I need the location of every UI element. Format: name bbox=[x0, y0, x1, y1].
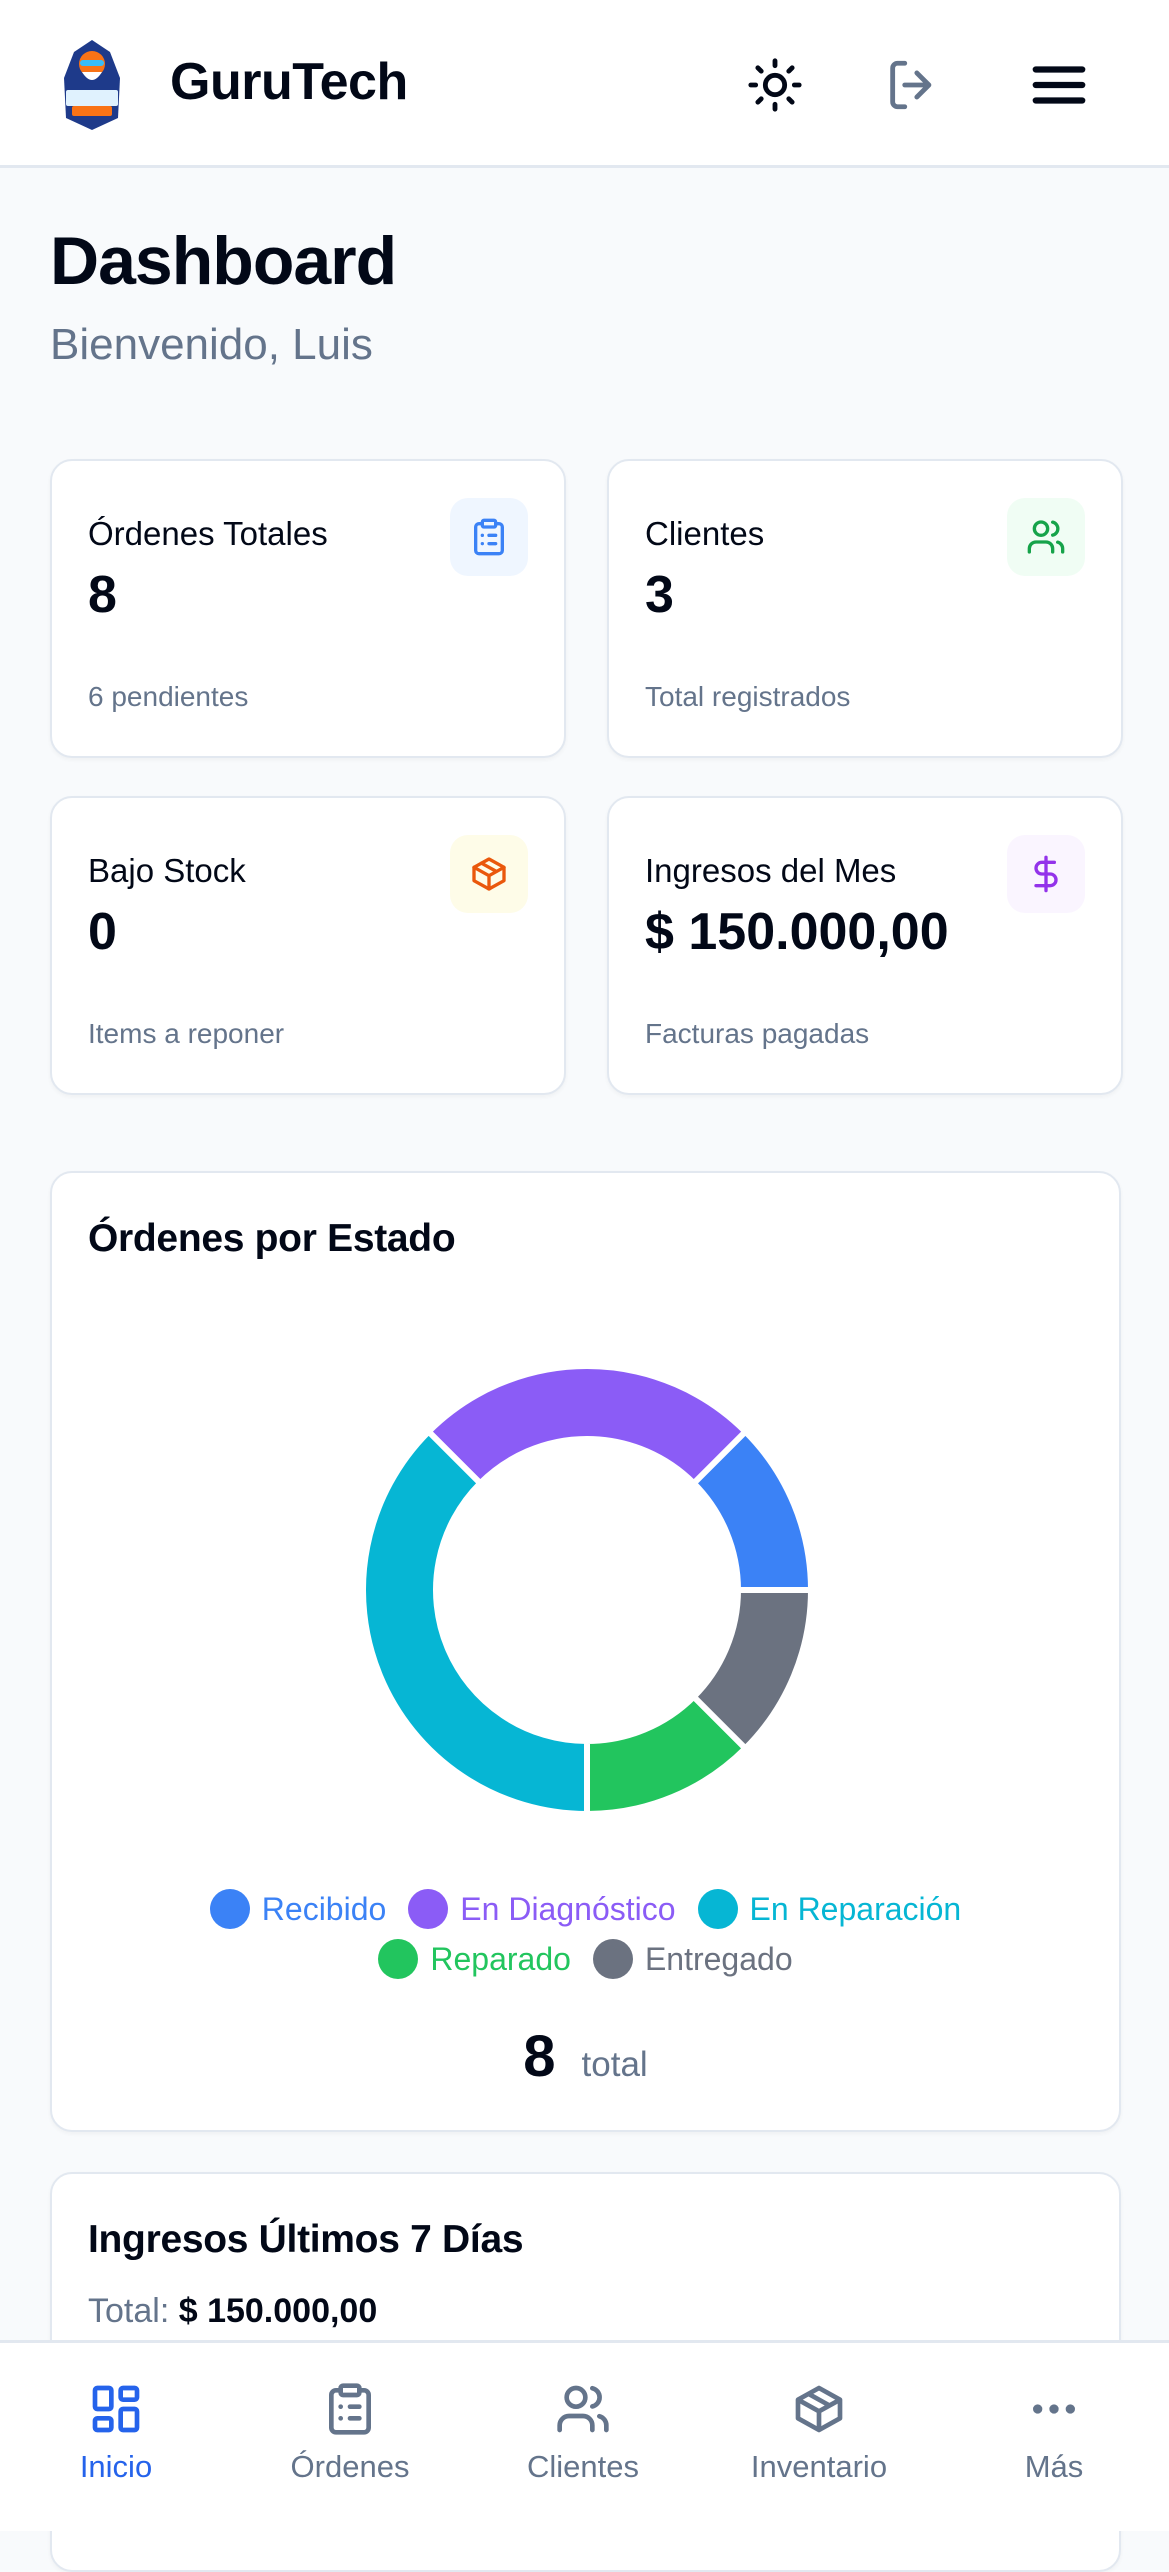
legend-swatch bbox=[209, 1889, 250, 1929]
stat-subtext: Total registrados bbox=[645, 681, 851, 712]
brand-name: GuruTech bbox=[170, 53, 408, 111]
clients-card[interactable]: Clientes 3 Total registrados bbox=[607, 459, 1123, 758]
orders-chart-title: Órdenes por Estado bbox=[88, 1217, 456, 1260]
logout-button[interactable] bbox=[881, 54, 943, 116]
package-icon bbox=[795, 2385, 843, 2433]
legend-label: En Diagnóstico bbox=[460, 1890, 676, 1927]
top-header: GuruTech bbox=[0, 0, 1169, 168]
legend-label: Recibido bbox=[261, 1890, 387, 1927]
legend-swatch bbox=[378, 1939, 419, 1979]
dollar-icon bbox=[1034, 855, 1058, 893]
log-out-icon bbox=[890, 60, 932, 110]
revenue-total-label: Total: bbox=[88, 2292, 170, 2330]
page-title: Dashboard bbox=[50, 223, 397, 299]
legend-item[interactable]: En Reparación bbox=[697, 1889, 962, 1929]
layout-dashboard-icon bbox=[92, 2385, 140, 2433]
monthly-income-card[interactable]: Ingresos del Mes $ 150.000,00 Facturas p… bbox=[607, 796, 1123, 1095]
stat-icon-box bbox=[450, 835, 528, 913]
theme-toggle-button[interactable] bbox=[744, 54, 806, 116]
stat-value: $ 150.000,00 bbox=[645, 903, 949, 961]
stat-icon-box bbox=[1007, 835, 1085, 913]
orders-by-status-card: Órdenes por Estado Recibido En Diagnóstic… bbox=[50, 1171, 1121, 2132]
orders-donut-chart bbox=[360, 1363, 815, 1818]
clipboard-icon bbox=[329, 2383, 371, 2435]
stat-subtext: Items a reponer bbox=[88, 1018, 285, 1049]
legend-swatch bbox=[697, 1889, 738, 1929]
stat-label: Ingresos del Mes bbox=[645, 852, 897, 889]
nav-label: Inventario bbox=[750, 2449, 888, 2484]
nav-item-inventario[interactable]: Inventario bbox=[719, 2381, 919, 2485]
stat-subtext: Facturas pagadas bbox=[645, 1018, 870, 1049]
donut-slice-entregado[interactable] bbox=[689, 1587, 815, 1753]
donut-slice-en-diagnóstico[interactable] bbox=[424, 1363, 750, 1488]
chart-legend-row-2: Reparado Entregado bbox=[52, 1939, 1119, 1979]
revenue-total-value: $ 150.000,00 bbox=[178, 2292, 378, 2330]
nav-label: Órdenes bbox=[290, 2449, 410, 2484]
nav-item-ordenes[interactable]: Órdenes bbox=[250, 2381, 450, 2485]
welcome-subtitle: Bienvenido, Luis bbox=[50, 320, 373, 369]
stat-value: 8 bbox=[88, 566, 117, 624]
stat-subtext: 6 pendientes bbox=[88, 681, 249, 712]
legend-label: En Reparación bbox=[749, 1890, 962, 1927]
bottom-navigation: Inicio Órdenes Clientes Inventario Más bbox=[0, 2340, 1169, 2531]
stat-value: 3 bbox=[645, 566, 674, 624]
legend-label: Reparado bbox=[430, 1940, 571, 1977]
legend-item[interactable]: Reparado bbox=[378, 1939, 571, 1979]
total-orders-card[interactable]: Órdenes Totales 8 6 pendientes bbox=[50, 459, 566, 758]
users-icon bbox=[557, 2385, 609, 2433]
nav-item-clientes[interactable]: Clientes bbox=[483, 2381, 683, 2485]
package-icon bbox=[472, 857, 506, 891]
menu-button[interactable] bbox=[1028, 54, 1090, 116]
more-horizontal-icon bbox=[1033, 2404, 1075, 2414]
clipboard-icon bbox=[474, 518, 504, 556]
stat-icon-box bbox=[450, 498, 528, 576]
low-stock-card[interactable]: Bajo Stock 0 Items a reponer bbox=[50, 796, 566, 1095]
donut-slice-en-reparación[interactable] bbox=[360, 1427, 590, 1818]
revenue-title: Ingresos Últimos 7 Días bbox=[88, 2218, 524, 2261]
sun-icon bbox=[748, 58, 802, 112]
legend-label: Entregado bbox=[644, 1940, 793, 1977]
users-icon bbox=[1027, 520, 1065, 554]
legend-swatch bbox=[592, 1939, 633, 1979]
nav-item-mas[interactable]: Más bbox=[954, 2381, 1154, 2485]
stat-label: Órdenes Totales bbox=[88, 515, 328, 552]
menu-icon bbox=[1032, 66, 1086, 104]
chart-legend-row-1: Recibido En Diagnóstico En Reparación bbox=[52, 1889, 1119, 1929]
legend-swatch bbox=[408, 1889, 449, 1929]
nav-item-inicio[interactable]: Inicio bbox=[16, 2381, 216, 2485]
stat-label: Bajo Stock bbox=[88, 852, 246, 889]
nav-label: Inicio bbox=[79, 2449, 153, 2484]
stat-value: 0 bbox=[88, 903, 117, 961]
orders-total-label: total bbox=[581, 2045, 648, 2084]
stat-label: Clientes bbox=[645, 515, 765, 552]
legend-item[interactable]: En Diagnóstico bbox=[408, 1889, 676, 1929]
gurutech-logo[interactable] bbox=[58, 38, 126, 132]
legend-item[interactable]: Recibido bbox=[209, 1889, 387, 1929]
legend-item[interactable]: Entregado bbox=[592, 1939, 793, 1979]
orders-total-value: 8 bbox=[523, 2024, 556, 2089]
nav-label: Clientes bbox=[527, 2449, 639, 2484]
nav-label: Más bbox=[1024, 2449, 1084, 2484]
stat-icon-box bbox=[1007, 498, 1085, 576]
